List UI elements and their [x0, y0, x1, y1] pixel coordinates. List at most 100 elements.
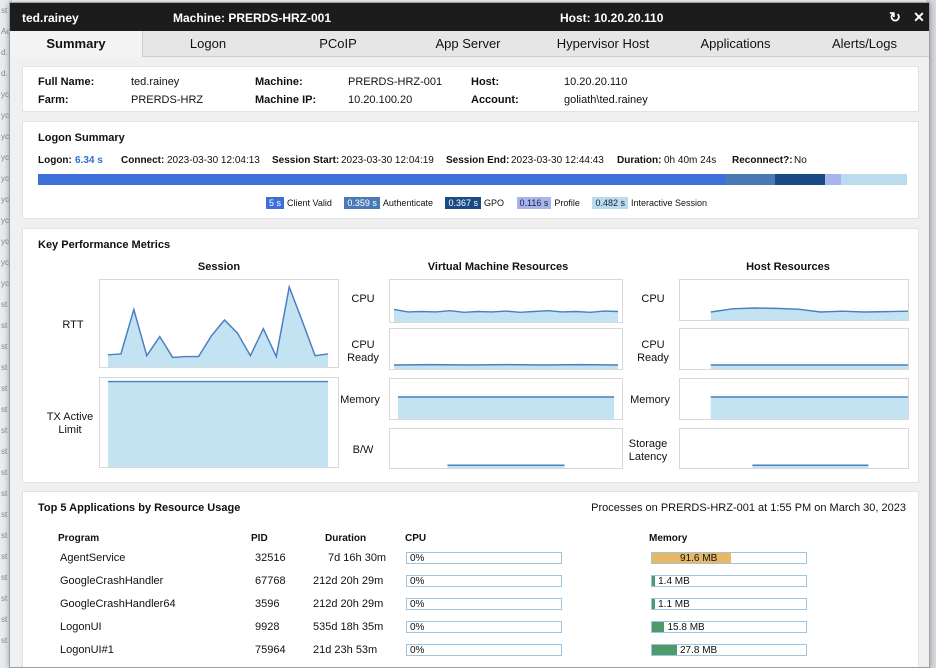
machine-value: PRERDS-HRZ-001 [348, 76, 443, 88]
host-memory-label: Memory [630, 394, 670, 406]
background-strip-text: st [1, 447, 8, 456]
tab-alerts-logs[interactable]: Alerts/Logs [831, 36, 898, 51]
background-strip-text: st [1, 615, 8, 624]
duration-label: Duration: [617, 155, 662, 166]
tab-logon[interactable]: Logon [189, 36, 227, 51]
host-storage-latency-chart[interactable] [679, 428, 909, 469]
tab-summary[interactable]: Summary [10, 31, 143, 57]
farm-value: PRERDS-HRZ [131, 94, 204, 106]
program-cell: GoogleCrashHandler [60, 575, 164, 587]
duration-cell: 21d 23h 53m [313, 644, 378, 656]
tx-label-line1: TX Active [46, 411, 94, 423]
col-header-cpu[interactable]: CPU [405, 533, 427, 544]
tx-active-limit-chart[interactable] [99, 377, 339, 468]
memory-bar: 1.4 MB [651, 575, 807, 587]
col-header-pid[interactable]: PID [251, 533, 268, 544]
background-strip-text: st [1, 384, 8, 393]
logon-label: Logon: [38, 155, 72, 166]
machine-ip-value: 10.20.100.20 [348, 94, 413, 106]
title-bar: ted.rainey Machine: PRERDS-HRZ-001 Host:… [10, 3, 929, 31]
background-strip-text: yc [1, 195, 9, 204]
timeline-segment[interactable] [38, 174, 727, 185]
legend-text: Client Valid [287, 198, 332, 208]
logon-timeline-bar [38, 174, 907, 185]
background-strip-text: yc [1, 132, 9, 141]
memory-bar-fill [652, 599, 656, 609]
legend-authenticate: 0.359 s Authenticate [344, 197, 433, 209]
background-strip-text: yc [1, 90, 9, 99]
memory-bar: 27.8 MB [651, 644, 807, 656]
session-start-value: 2023-03-30 12:04:19 [341, 155, 434, 166]
col-header-program[interactable]: Program [58, 533, 100, 544]
host-storage-latency-label: Storage Latency [623, 438, 673, 464]
host-cpu-chart[interactable] [679, 279, 909, 321]
tab-applications[interactable]: Applications [700, 36, 771, 51]
reconnect-value: No [794, 155, 807, 166]
tx-active-limit-label: TX Active Limit [35, 411, 105, 437]
program-cell: LogonUI#1 [60, 644, 114, 656]
tab-bar: Summary Logon PCoIP App Server Hyperviso… [10, 31, 929, 57]
tab-pcoip[interactable]: PCoIP [319, 36, 357, 51]
close-icon[interactable]: ✕ [913, 9, 925, 25]
duration-value: 0h 40m 24s [664, 155, 717, 166]
memory-bar-fill [652, 553, 731, 563]
vm-cpu-label: CPU [351, 293, 375, 305]
background-strip-text: yc [1, 216, 9, 225]
session-end-value: 2023-03-30 12:44:43 [511, 155, 604, 166]
vm-bw-chart[interactable] [389, 428, 623, 469]
background-strip-text: st [1, 363, 8, 372]
background-strip-text: st [1, 489, 8, 498]
cpu-bar-label: 0% [410, 622, 425, 633]
background-strip-text: st [1, 405, 8, 414]
host-memory-chart[interactable] [679, 378, 909, 420]
vm-memory-chart[interactable] [389, 378, 623, 420]
memory-bar-label: 1.4 MB [658, 576, 690, 587]
vm-cpu-chart[interactable] [389, 279, 623, 323]
pid-cell: 75964 [255, 644, 286, 656]
background-strip-text: yc [1, 174, 9, 183]
rtt-chart[interactable] [99, 279, 339, 368]
timeline-segment[interactable] [774, 174, 826, 185]
memory-bar-label: 1.1 MB [658, 599, 690, 610]
account-label: Account: [471, 94, 519, 106]
tab-app-server[interactable]: App Server [435, 36, 501, 51]
legend-gpo: 0.367 s GPO [445, 197, 504, 209]
duration-cell: 212d 20h 29m [313, 598, 384, 610]
legend-interactive-session: 0.482 s Interactive Session [592, 197, 707, 209]
title-host: Host: 10.20.20.110 [560, 11, 664, 25]
col-header-duration[interactable]: Duration [325, 533, 367, 544]
host-cpu-ready-label: CPU Ready [635, 339, 671, 365]
background-strip-text: st [1, 531, 8, 540]
host-cpu-ready-line1: CPU [641, 339, 665, 351]
legend-chip: 0.116 s [516, 197, 552, 209]
background-strip-text: st [1, 510, 8, 519]
background-strip-text: st [1, 321, 8, 330]
processes-caption: Processes on PRERDS-HRZ-001 at 1:55 PM o… [591, 502, 906, 514]
background-strip-text: yc [1, 258, 9, 267]
vm-memory-label: Memory [340, 394, 380, 406]
timeline-segment[interactable] [840, 174, 907, 185]
vm-cpu-ready-chart[interactable] [389, 328, 623, 370]
full-name-value: ted.rainey [131, 76, 180, 88]
background-strip-text: st [1, 636, 8, 645]
background-strip-text: yc [1, 153, 9, 162]
legend-client-valid: 5 s Client Valid [266, 197, 332, 209]
host-cpu-ready-chart[interactable] [679, 328, 909, 370]
tab-hypervisor-host[interactable]: Hypervisor Host [556, 36, 650, 51]
host-storage-line1: Storage [628, 438, 668, 450]
session-info-card: Full Name: ted.rainey Farm: PRERDS-HRZ M… [22, 66, 919, 112]
timeline-segment[interactable] [726, 174, 775, 185]
legend-text: Authenticate [382, 198, 433, 208]
cpu-bar: 0% [406, 598, 562, 610]
program-cell: LogonUI [60, 621, 102, 633]
host-cpu-ready-line2: Ready [637, 352, 669, 364]
host-label: Host: [471, 76, 500, 88]
vm-bw-label: B/W [352, 444, 374, 456]
refresh-icon[interactable]: ↻ [889, 9, 901, 25]
host-storage-line2: Latency [628, 451, 668, 463]
vm-cpu-ready-line1: CPU [351, 339, 375, 351]
memory-bar-label: 91.6 MB [680, 553, 718, 564]
timeline-segment[interactable] [825, 174, 841, 185]
col-header-memory[interactable]: Memory [649, 533, 688, 544]
top-apps-title: Top 5 Applications by Resource Usage [38, 502, 241, 514]
